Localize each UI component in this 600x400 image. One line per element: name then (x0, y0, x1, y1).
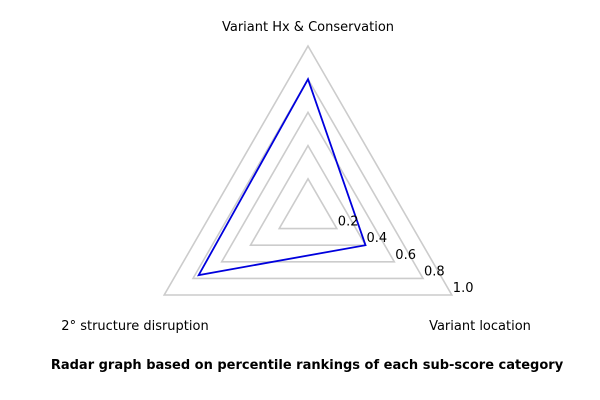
grid-ring-4 (191, 77, 425, 280)
grid-ring-5 (162, 44, 454, 296)
tick-label-5: 1.0 (453, 281, 474, 296)
grid-rings (162, 44, 454, 296)
axis-label-right: Variant location (429, 319, 531, 334)
tick-label-1: 0.2 (338, 215, 359, 230)
grid-ring-1 (277, 177, 339, 230)
tick-label-2: 0.4 (367, 231, 388, 246)
tick-label-4: 0.8 (424, 264, 445, 279)
tick-labels: 0.2 0.4 0.6 0.8 1.0 (338, 215, 474, 296)
axis-label-left: 2° structure disruption (61, 319, 208, 334)
tick-label-3: 0.6 (395, 248, 416, 263)
series-line-1 (196, 77, 367, 277)
grid-ring-2 (249, 143, 367, 246)
series-layer (196, 77, 367, 277)
chart-caption: Radar graph based on percentile rankings… (50, 358, 564, 373)
axis-label-top: Variant Hx & Conservation (222, 20, 394, 35)
grid-ring-3 (220, 110, 396, 263)
